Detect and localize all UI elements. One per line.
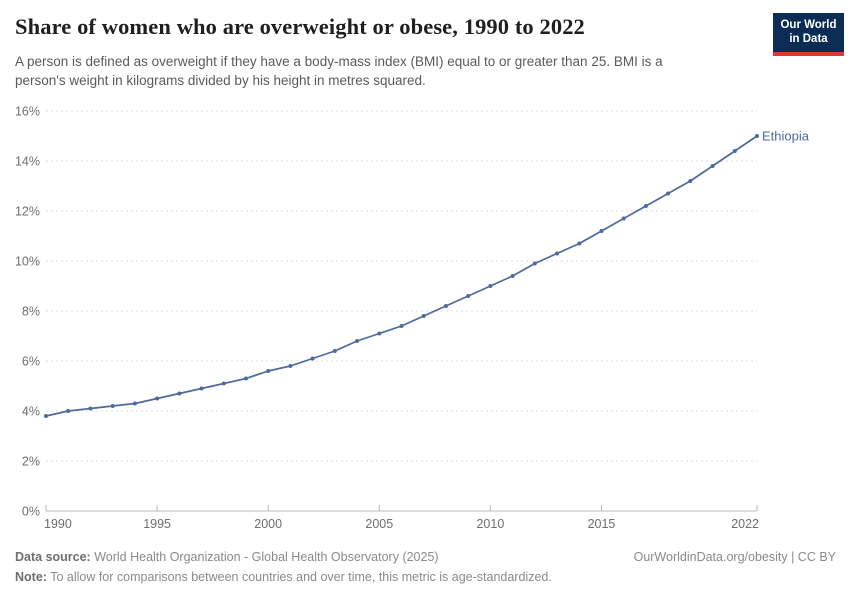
data-point-2005 xyxy=(377,331,382,336)
data-point-2015 xyxy=(599,229,604,233)
data-point-2008 xyxy=(443,304,448,308)
y-tick-label-10pct: 10% xyxy=(15,255,40,269)
data-point-1997 xyxy=(199,386,204,391)
data-point-2010 xyxy=(488,284,493,288)
data-point-2002 xyxy=(310,356,315,361)
data-point-2003 xyxy=(332,349,337,353)
chart-footer: Data source: World Health Organization -… xyxy=(15,547,836,587)
note-label: Note: xyxy=(15,570,47,584)
y-tick-label-6pct: 6% xyxy=(22,355,40,369)
chart-subtitle: A person is defined as overweight if the… xyxy=(15,52,775,90)
x-tick-label-2022: 2022 xyxy=(731,517,759,531)
page-title: Share of women who are overweight or obe… xyxy=(15,14,585,39)
data-point-2014 xyxy=(577,241,582,246)
chart-subtitle-line2: person's weight in kilograms divided by … xyxy=(15,73,426,88)
x-tick-label-2005: 2005 xyxy=(365,517,393,531)
data-point-2019 xyxy=(688,179,693,183)
data-source-label: Data source: xyxy=(15,550,91,564)
chart-subtitle-line1: A person is defined as overweight if the… xyxy=(15,54,663,69)
data-source-text: World Health Organization - Global Healt… xyxy=(90,550,439,564)
data-point-2009 xyxy=(466,294,471,298)
x-tick-label-1995: 1995 xyxy=(143,517,171,531)
data-point-1995 xyxy=(155,396,160,401)
data-point-2021 xyxy=(732,149,737,153)
x-tick-label-2015: 2015 xyxy=(588,517,616,531)
x-tick-label-2000: 2000 xyxy=(254,517,282,531)
data-source: Data source: World Health Organization -… xyxy=(15,547,439,567)
data-point-2011 xyxy=(510,274,515,278)
owid-logo-line1: Our World xyxy=(780,19,837,31)
y-tick-label-14pct: 14% xyxy=(15,155,40,169)
data-point-2001 xyxy=(288,364,293,368)
data-point-1990 xyxy=(44,414,48,418)
data-point-2012 xyxy=(532,261,537,266)
data-point-2022 xyxy=(755,134,759,138)
data-point-2017 xyxy=(643,204,648,208)
note-text: To allow for comparisons between countri… xyxy=(46,570,552,584)
data-point-1992 xyxy=(88,406,93,411)
data-point-2013 xyxy=(555,251,559,256)
y-tick-label-16pct: 16% xyxy=(15,105,40,119)
data-point-2006 xyxy=(399,324,404,328)
footer-rights-link[interactable]: OurWorldinData.org/obesity | CC BY xyxy=(633,550,836,564)
data-point-2020 xyxy=(710,164,715,168)
series-line-ethiopia[interactable] xyxy=(45,135,758,417)
y-tick-label-12pct: 12% xyxy=(15,205,40,219)
y-tick-label-8pct: 8% xyxy=(22,305,40,319)
data-point-1993 xyxy=(110,404,115,408)
data-point-1999 xyxy=(244,376,248,381)
x-tick-label-2010: 2010 xyxy=(476,517,504,531)
data-point-2016 xyxy=(621,216,626,221)
y-tick-label-0pct: 0% xyxy=(22,505,40,519)
y-tick-label-2pct: 2% xyxy=(22,455,40,469)
data-point-2007 xyxy=(421,314,426,318)
data-point-1994 xyxy=(132,401,137,406)
owid-logo-line2: in Data xyxy=(789,32,828,45)
series-label-ethiopia[interactable]: Ethiopia xyxy=(762,129,810,144)
owid-logo[interactable]: Our World in Data xyxy=(773,13,844,56)
data-point-2018 xyxy=(666,191,671,196)
y-tick-label-4pct: 4% xyxy=(22,405,40,419)
x-tick-label-1990: 1990 xyxy=(44,517,72,531)
data-point-2000 xyxy=(266,369,271,373)
data-point-1991 xyxy=(66,409,71,413)
data-point-1998 xyxy=(221,381,226,386)
footer-note: Note: To allow for comparisons between c… xyxy=(15,567,836,587)
data-point-1996 xyxy=(177,391,182,396)
data-point-2004 xyxy=(355,339,360,343)
